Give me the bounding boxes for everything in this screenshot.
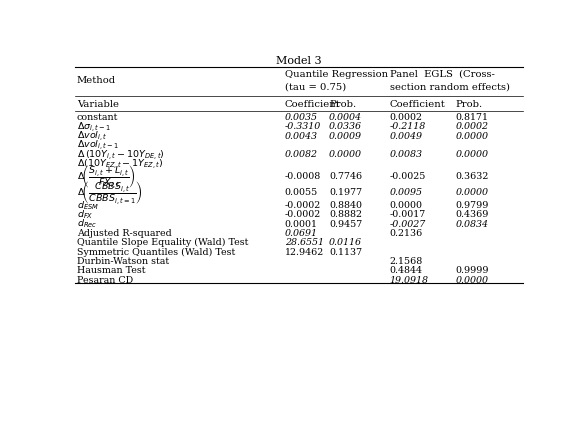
Text: 0.4369: 0.4369 [456,210,489,219]
Text: -0.3310: -0.3310 [285,122,321,131]
Text: 0.0834: 0.0834 [456,219,488,228]
Text: -0.0008: -0.0008 [285,173,321,181]
Text: 0.9799: 0.9799 [456,201,489,210]
Text: $\Delta\!\left(\dfrac{S_{i,t}+L_{i,t}}{FX_{i,t}}\right)$: $\Delta\!\left(\dfrac{S_{i,t}+L_{i,t}}{F… [77,163,135,190]
Text: 0.9999: 0.9999 [456,266,489,275]
Text: 12.9462: 12.9462 [285,248,324,256]
Text: 0.7746: 0.7746 [329,173,362,181]
Text: 0.0049: 0.0049 [390,132,423,141]
Text: 0.0035: 0.0035 [285,113,318,122]
Text: 0.0095: 0.0095 [390,188,423,197]
Text: $\Delta\sigma_{i,t-1}$: $\Delta\sigma_{i,t-1}$ [77,120,111,134]
Text: Durbin-Watson stat: Durbin-Watson stat [77,257,169,266]
Text: 0.0002: 0.0002 [456,122,488,131]
Text: 28.6551: 28.6551 [285,238,324,247]
Text: Prob.: Prob. [329,100,356,109]
Text: -0.0002: -0.0002 [285,201,321,210]
Text: 0.0000: 0.0000 [456,132,488,141]
Text: 0.0009: 0.0009 [329,132,362,141]
Text: 0.8171: 0.8171 [456,113,488,122]
Text: Panel  EGLS  (Cross-: Panel EGLS (Cross- [390,69,495,78]
Text: $\Delta vol_{i,t-1}$: $\Delta vol_{i,t-1}$ [77,138,119,153]
Text: 0.0082: 0.0082 [285,150,318,159]
Text: section random effects): section random effects) [390,83,510,92]
Text: (tau = 0.75): (tau = 0.75) [285,83,346,92]
Text: Coefficient: Coefficient [285,100,340,109]
Text: 0.4844: 0.4844 [390,266,423,275]
Text: 0.0000: 0.0000 [456,188,488,197]
Text: 0.0000: 0.0000 [390,201,423,210]
Text: 0.1137: 0.1137 [329,248,362,256]
Text: 0.3632: 0.3632 [456,173,489,181]
Text: 0.0691: 0.0691 [285,229,318,238]
Text: Method: Method [77,76,116,85]
Text: 0.0002: 0.0002 [390,113,423,122]
Text: 0.8840: 0.8840 [329,201,362,210]
Text: $d_{ESM}$: $d_{ESM}$ [77,199,99,212]
Text: 0.0116: 0.0116 [329,238,362,247]
Text: 0.0083: 0.0083 [390,150,423,159]
Text: 2.1568: 2.1568 [390,257,423,266]
Text: Prob.: Prob. [456,100,482,109]
Text: Variable: Variable [77,100,119,109]
Text: Pesaran CD: Pesaran CD [77,276,133,285]
Text: 0.1977: 0.1977 [329,188,362,197]
Text: $d_{FX}$: $d_{FX}$ [77,208,93,221]
Text: 0.0004: 0.0004 [329,113,362,122]
Text: 0.0055: 0.0055 [285,188,318,197]
Text: $\Delta(10Y_{EZ,t}-1Y_{EZ,t})$: $\Delta(10Y_{EZ,t}-1Y_{EZ,t})$ [77,157,163,171]
Text: Coefficient: Coefficient [390,100,446,109]
Text: -0.0002: -0.0002 [285,210,321,219]
Text: Quantile Regression: Quantile Regression [285,69,388,78]
Text: Adjusted R-squared: Adjusted R-squared [77,229,171,238]
Text: 0.0000: 0.0000 [456,150,488,159]
Text: $\Delta\,(10Y_{i,t}-10Y_{DE,t})$: $\Delta\,(10Y_{i,t}-10Y_{DE,t})$ [77,148,165,162]
Text: 0.0043: 0.0043 [285,132,318,141]
Text: -0.0027: -0.0027 [390,219,426,228]
Text: 19.0918: 19.0918 [390,276,429,285]
Text: -0.2118: -0.2118 [390,122,426,131]
Text: $\Delta vol_{i,t}$: $\Delta vol_{i,t}$ [77,129,107,143]
Text: Model 3: Model 3 [276,56,322,66]
Text: Quantile Slope Equality (Wald) Test: Quantile Slope Equality (Wald) Test [77,238,248,248]
Text: Hausman Test: Hausman Test [77,266,145,275]
Text: constant: constant [77,113,118,122]
Text: 0.0001: 0.0001 [285,219,318,228]
Text: 0.2136: 0.2136 [390,229,423,238]
Text: Symmetric Quantiles (Wald) Test: Symmetric Quantiles (Wald) Test [77,248,235,256]
Text: 0.8882: 0.8882 [329,210,362,219]
Text: $d_{Rec}$: $d_{Rec}$ [77,218,97,230]
Text: 0.0336: 0.0336 [329,122,362,131]
Text: $\Delta\!\left(\dfrac{CBBS_{i,t}}{CBBS_{i,t=1}}\right)$: $\Delta\!\left(\dfrac{CBBS_{i,t}}{CBBS_{… [77,179,142,207]
Text: 0.9457: 0.9457 [329,219,363,228]
Text: -0.0017: -0.0017 [390,210,426,219]
Text: -0.0025: -0.0025 [390,173,426,181]
Text: 0.0000: 0.0000 [456,276,488,285]
Text: 0.0000: 0.0000 [329,150,362,159]
